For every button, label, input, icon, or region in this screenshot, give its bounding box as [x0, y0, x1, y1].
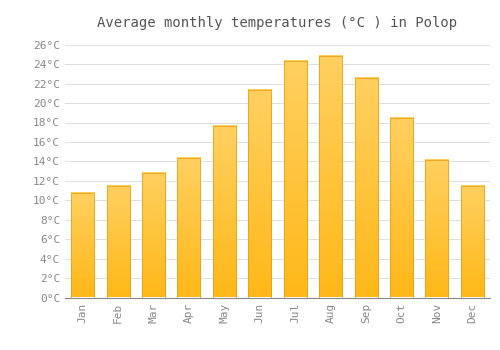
- Bar: [178, 158, 201, 298]
- Bar: [426, 160, 448, 298]
- Bar: [106, 186, 130, 298]
- Title: Average monthly temperatures (°C ) in Polop: Average monthly temperatures (°C ) in Po…: [98, 16, 458, 30]
- Bar: [142, 173, 165, 298]
- Bar: [71, 194, 94, 298]
- Bar: [284, 61, 306, 298]
- Bar: [354, 78, 378, 298]
- Bar: [248, 90, 272, 298]
- Bar: [213, 126, 236, 298]
- Bar: [390, 118, 413, 298]
- Bar: [319, 56, 342, 298]
- Bar: [461, 186, 484, 298]
